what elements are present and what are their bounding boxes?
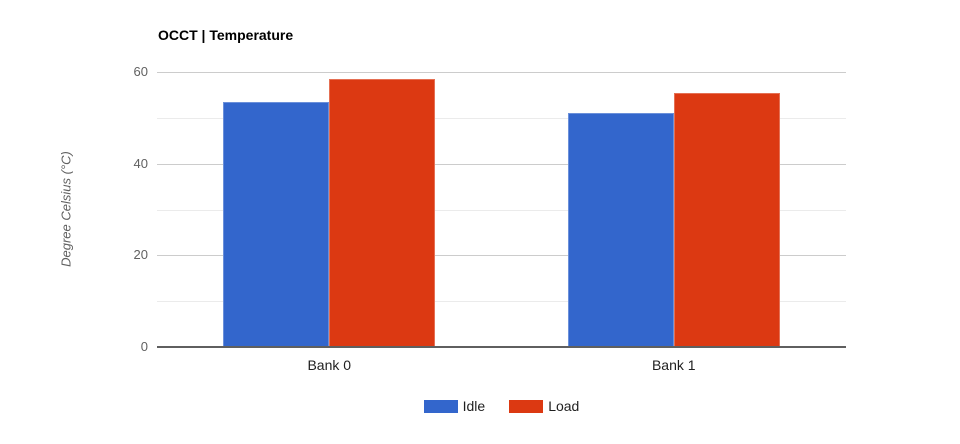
gridline-major <box>157 163 846 165</box>
x-axis-line <box>157 346 846 348</box>
legend-item-load: Load <box>509 398 579 414</box>
plot-area <box>157 72 846 348</box>
bar-idle-bank-1[interactable] <box>567 113 674 347</box>
gridline-minor <box>157 117 846 119</box>
x-category-label: Bank 0 <box>307 357 352 373</box>
gridline-major <box>157 72 846 73</box>
x-category-label: Bank 1 <box>651 357 696 373</box>
legend-swatch-load <box>509 399 544 413</box>
y-axis-tick-labels: 0 20 40 60 <box>0 0 148 444</box>
y-tick-label: 40 <box>133 155 148 171</box>
gridline-major <box>157 255 846 257</box>
gridline-minor <box>157 301 846 303</box>
legend-item-idle: Idle <box>423 398 486 414</box>
y-tick-label: 60 <box>133 64 148 79</box>
bar-idle-bank-0[interactable] <box>223 101 330 347</box>
bar-load-bank-0[interactable] <box>329 78 436 347</box>
bar-load-bank-1[interactable] <box>673 92 780 347</box>
legend-label: Load <box>548 398 580 414</box>
y-tick-label: 20 <box>133 247 148 263</box>
legend-label: Idle <box>462 398 486 414</box>
y-tick-label: 0 <box>140 339 148 354</box>
gridline-minor <box>157 209 846 211</box>
legend-swatch-idle <box>423 399 458 413</box>
chart-title: OCCT | Temperature <box>158 27 294 43</box>
legend: Idle Load <box>157 398 846 414</box>
